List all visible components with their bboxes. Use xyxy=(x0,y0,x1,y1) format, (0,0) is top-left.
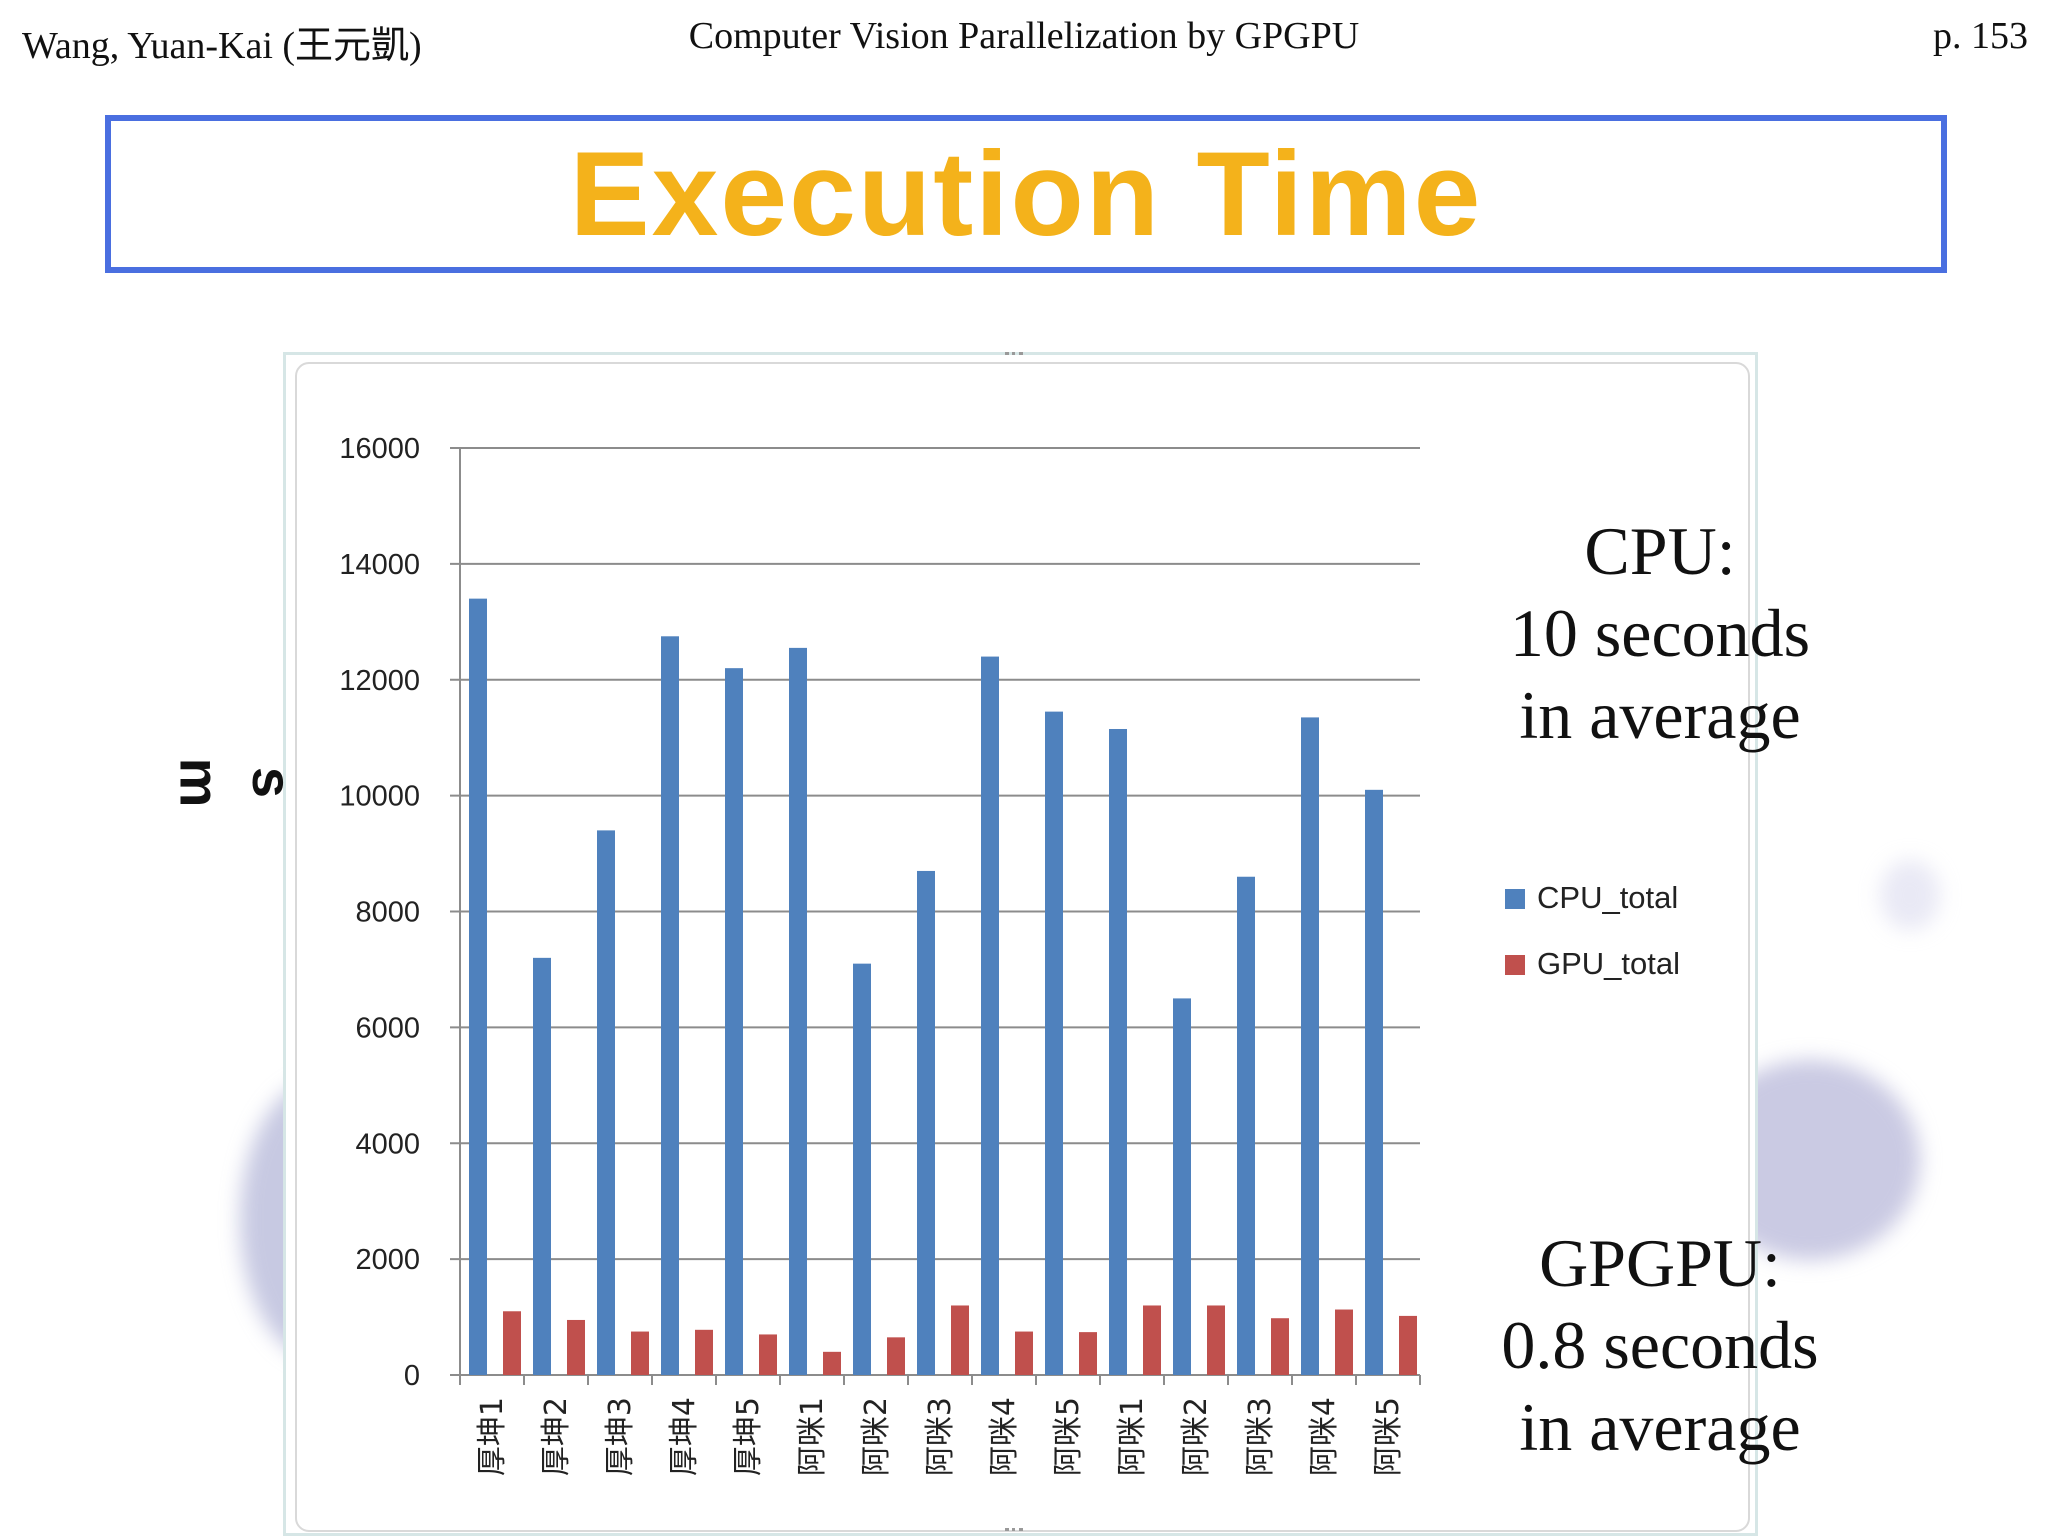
cpu-bar xyxy=(725,668,743,1375)
x-category-label: 厚坤2 xyxy=(539,1397,574,1476)
cpu-note-line-3: in average xyxy=(1519,677,1801,753)
cpu-bar xyxy=(789,647,807,1375)
gpu-bar xyxy=(631,1331,649,1375)
cpu-bar xyxy=(469,598,487,1375)
cpu-bar xyxy=(1237,876,1255,1375)
x-category-label: 阿咪5 xyxy=(1051,1397,1086,1476)
gpu-bar xyxy=(1143,1305,1161,1375)
gpu-note-line-3: in average xyxy=(1519,1389,1801,1465)
course-title: Computer Vision Parallelization by GPGPU xyxy=(688,15,1360,57)
cpu-bar xyxy=(917,870,935,1375)
gpu-bar xyxy=(951,1305,969,1375)
gpu-bar xyxy=(887,1337,905,1375)
x-category-label: 阿咪1 xyxy=(795,1397,830,1476)
gpu-bar xyxy=(759,1334,777,1375)
y-tick-label: 12000 xyxy=(339,665,420,697)
cpu-bar xyxy=(1301,717,1319,1375)
x-category-label: 阿咪3 xyxy=(923,1397,958,1476)
x-category-label: 厚坤5 xyxy=(731,1397,766,1476)
cpu-average-note: CPU: 10 seconds in average xyxy=(1450,510,1870,756)
x-category-label: 阿咪2 xyxy=(1179,1397,1214,1476)
cpu-bar xyxy=(533,957,551,1375)
gpu-bar xyxy=(1207,1305,1225,1375)
x-category-label: 厚坤1 xyxy=(475,1397,510,1476)
legend-label: CPU_total xyxy=(1537,880,1678,915)
gpu-bar xyxy=(1399,1315,1417,1375)
cpu-bar xyxy=(597,830,615,1375)
gpu-bar xyxy=(823,1351,841,1375)
legend-swatch xyxy=(1505,955,1525,975)
x-category-label: 阿咪1 xyxy=(1115,1397,1150,1476)
x-category-label: 厚坤4 xyxy=(667,1397,702,1476)
decorative-cloud-small xyxy=(1880,860,1940,930)
x-category-label: 阿咪4 xyxy=(1307,1397,1342,1476)
cpu-note-line-1: CPU: xyxy=(1584,513,1736,589)
cpu-bar xyxy=(1365,789,1383,1375)
gpu-bar xyxy=(1015,1331,1033,1375)
gpu-bar xyxy=(567,1319,585,1375)
slide-title: Execution Time xyxy=(569,127,1483,261)
y-tick-label: 6000 xyxy=(355,1012,420,1044)
y-tick-label: 2000 xyxy=(355,1244,420,1276)
author-name: Wang, Yuan-Kai (王元凱) xyxy=(22,25,422,67)
resize-handle-bottom[interactable] xyxy=(1005,1528,1023,1537)
legend-swatch xyxy=(1505,889,1525,909)
x-category-label: 阿咪3 xyxy=(1243,1397,1278,1476)
cpu-bar xyxy=(981,656,999,1375)
y-tick-label: 16000 xyxy=(339,433,420,465)
cpu-bar xyxy=(1045,711,1063,1375)
y-tick-label: 8000 xyxy=(355,897,420,929)
cpu-bar xyxy=(661,636,679,1375)
legend-label: GPU_total xyxy=(1537,946,1680,981)
gpu-note-line-2: 0.8 seconds xyxy=(1501,1307,1819,1383)
page-number: p. 153 xyxy=(1933,15,2028,57)
cpu-bar xyxy=(1173,998,1191,1375)
x-category-label: 厚坤3 xyxy=(603,1397,638,1476)
cpu-bar xyxy=(1109,728,1127,1375)
slide-title-box: Execution Time xyxy=(105,115,1947,273)
gpu-note-line-1: GPGPU: xyxy=(1539,1225,1781,1301)
chart-area xyxy=(295,362,1750,1532)
x-category-label: 阿咪5 xyxy=(1371,1397,1406,1476)
gpgpu-average-note: GPGPU: 0.8 seconds in average xyxy=(1450,1222,1870,1468)
y-tick-label: 14000 xyxy=(339,549,420,581)
y-tick-label: 4000 xyxy=(355,1128,420,1160)
gpu-bar xyxy=(503,1311,521,1375)
x-category-label: 阿咪2 xyxy=(859,1397,894,1476)
gpu-bar xyxy=(1335,1309,1353,1375)
y-tick-label: 0 xyxy=(404,1360,420,1392)
gpu-bar xyxy=(1271,1318,1289,1375)
cpu-note-line-2: 10 seconds xyxy=(1509,595,1811,671)
cpu-bar xyxy=(853,963,871,1375)
y-tick-label: 10000 xyxy=(339,781,420,813)
gpu-bar xyxy=(1079,1332,1097,1375)
gpu-bar xyxy=(695,1329,713,1375)
x-category-label: 阿咪4 xyxy=(987,1397,1022,1476)
resize-handle-top[interactable] xyxy=(1005,352,1023,361)
